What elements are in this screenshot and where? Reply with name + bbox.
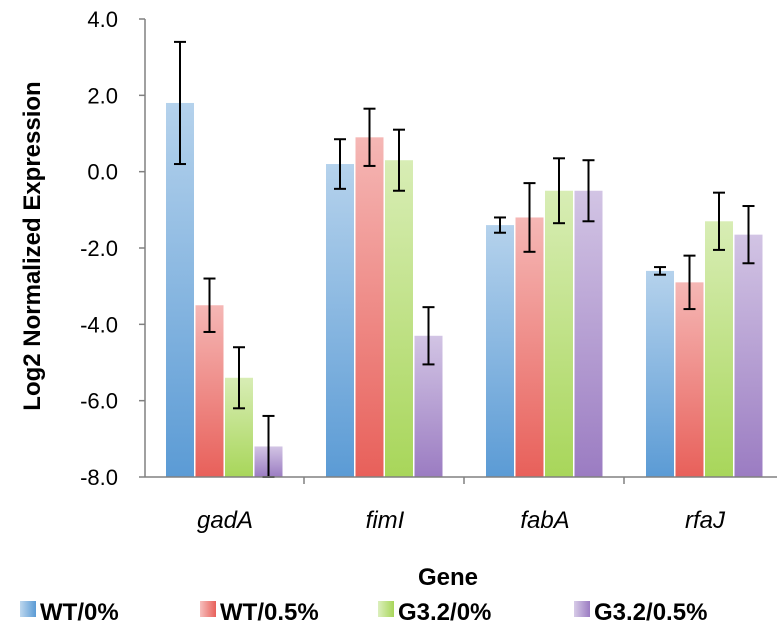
error-bar-fimI-3: [393, 128, 405, 192]
legend-item-2: WT/0.5%: [200, 599, 319, 626]
legend-swatch: [574, 601, 590, 617]
bar-gadA-2: [195, 305, 224, 477]
legend-item-3: G3.2/0%: [378, 599, 491, 626]
error-bar-fimI-1: [334, 138, 346, 190]
x-category-label: fabA: [520, 507, 569, 534]
x-category-label: rfaJ: [685, 507, 726, 534]
error-bar-gadA-1: [174, 40, 186, 166]
bar-fimI-2: [355, 137, 384, 478]
bar-fabA-4: [574, 190, 603, 477]
x-category-label: fimI: [366, 507, 405, 534]
y-tick-label: -8.0: [80, 465, 118, 490]
bar-gadA-1: [166, 102, 194, 477]
legend-swatch: [378, 601, 394, 617]
error-bar-fabA-4: [582, 159, 595, 223]
error-bar-fimI-4: [422, 306, 435, 366]
bar-fimI-1: [326, 164, 354, 478]
y-tick-label: 2.0: [87, 83, 118, 108]
legend: WT/0% WT/0.5% G3.2/0% G3.2/0.5%: [20, 599, 707, 626]
error-bar-fabA-1: [494, 216, 506, 234]
legend-label: WT/0.5%: [220, 599, 319, 626]
y-tick-label: -2.0: [80, 236, 118, 261]
legend-item-4: G3.2/0.5%: [574, 599, 707, 626]
x-category-labels: gadA fimI fabA rfaJ: [197, 507, 726, 534]
error-bar-fabA-2: [523, 182, 536, 253]
error-bar-rfaJ-2: [683, 254, 696, 311]
y-tick-label: -4.0: [80, 312, 118, 337]
x-category-label: gadA: [197, 507, 253, 534]
error-bar-gadA-2: [203, 277, 216, 333]
axes: [139, 18, 777, 484]
legend-label: WT/0%: [40, 599, 119, 626]
legend-swatch: [200, 601, 216, 617]
bar-rfaJ-4: [734, 234, 763, 477]
error-bar-fimI-2: [363, 107, 376, 167]
error-bar-rfaJ-3: [713, 191, 725, 251]
bar-rfaJ-3: [705, 221, 733, 477]
legend-label: G3.2/0.5%: [594, 599, 707, 626]
error-bar-gadA-3: [233, 346, 245, 410]
bars-layer: [166, 102, 763, 478]
y-tick-labels: 4.0 2.0 0.0 -2.0 -4.0 -6.0 -8.0: [80, 7, 118, 490]
y-tick-label: -6.0: [80, 389, 118, 414]
y-tick-label: 0.0: [87, 160, 118, 185]
bar-rfaJ-1: [646, 270, 674, 477]
y-tick-label: 4.0: [87, 7, 118, 32]
bar-fabA-2: [515, 217, 544, 477]
error-bar-rfaJ-1: [654, 266, 666, 276]
legend-swatch: [20, 601, 36, 617]
bar-fabA-3: [545, 190, 573, 477]
bar-fimI-3: [385, 160, 413, 477]
x-axis-title: Gene: [418, 564, 478, 591]
legend-item-1: WT/0%: [20, 599, 119, 626]
y-axis-title: Log2 Normalized Expression: [19, 81, 46, 410]
legend-label: G3.2/0%: [398, 599, 491, 626]
error-bar-fabA-3: [553, 157, 565, 225]
bar-rfaJ-2: [675, 282, 704, 477]
error-bars-layer: [174, 40, 755, 478]
error-bar-rfaJ-4: [742, 205, 755, 265]
bar-fabA-1: [486, 225, 514, 477]
